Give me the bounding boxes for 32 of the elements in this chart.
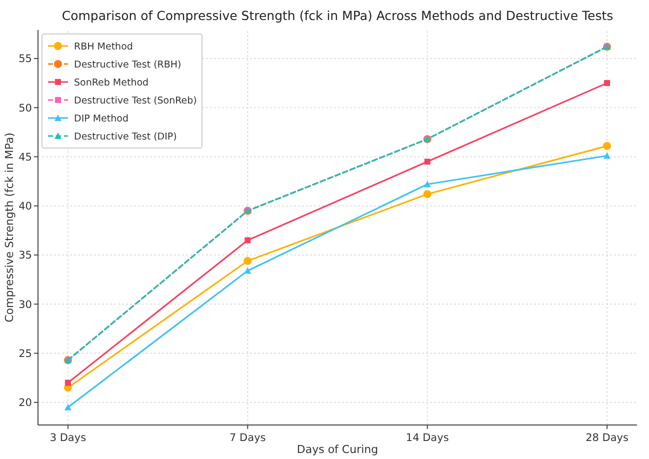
legend-label: RBH Method (74, 41, 133, 52)
point (244, 237, 251, 244)
legend-label: Destructive Test (DIP) (74, 131, 177, 142)
y-tick-label: 45 (18, 151, 32, 164)
x-tick-label: 3 Days (50, 432, 86, 444)
x-tick-label: 28 Days (586, 432, 629, 444)
chart-title: Comparison of Compressive Strength (fck in MPa) Across Methods and Destructive Tests (62, 8, 614, 23)
x-axis-title: Days of Curing (296, 443, 378, 456)
legend-label: Destructive Test (RBH) (74, 59, 182, 70)
y-tick-label: 30 (18, 298, 32, 311)
y-axis-title: Compressive Strength (fck in MPa) (3, 132, 16, 322)
point (64, 380, 71, 386)
point (604, 152, 611, 159)
y-tick-label: 20 (18, 397, 32, 410)
x-tick-label: 7 Days (230, 432, 266, 444)
y-tick-label: 50 (18, 102, 32, 114)
point (424, 158, 430, 165)
point (604, 80, 610, 86)
y-tick-label: 40 (18, 200, 32, 213)
point (424, 180, 431, 188)
point (64, 404, 72, 410)
point (423, 190, 432, 198)
x-tick-label: 14 Days (406, 432, 449, 444)
point (244, 267, 252, 274)
point (244, 256, 252, 265)
point (603, 142, 612, 150)
y-tick-label: 35 (18, 250, 32, 262)
y-tick-label: 55 (18, 53, 32, 66)
y-tick-label: 25 (18, 348, 32, 360)
legend-label: DIP Method (74, 113, 128, 124)
legend-label: Destructive Test (SonReb) (74, 95, 197, 106)
legend-label: SonReb Method (74, 77, 149, 88)
